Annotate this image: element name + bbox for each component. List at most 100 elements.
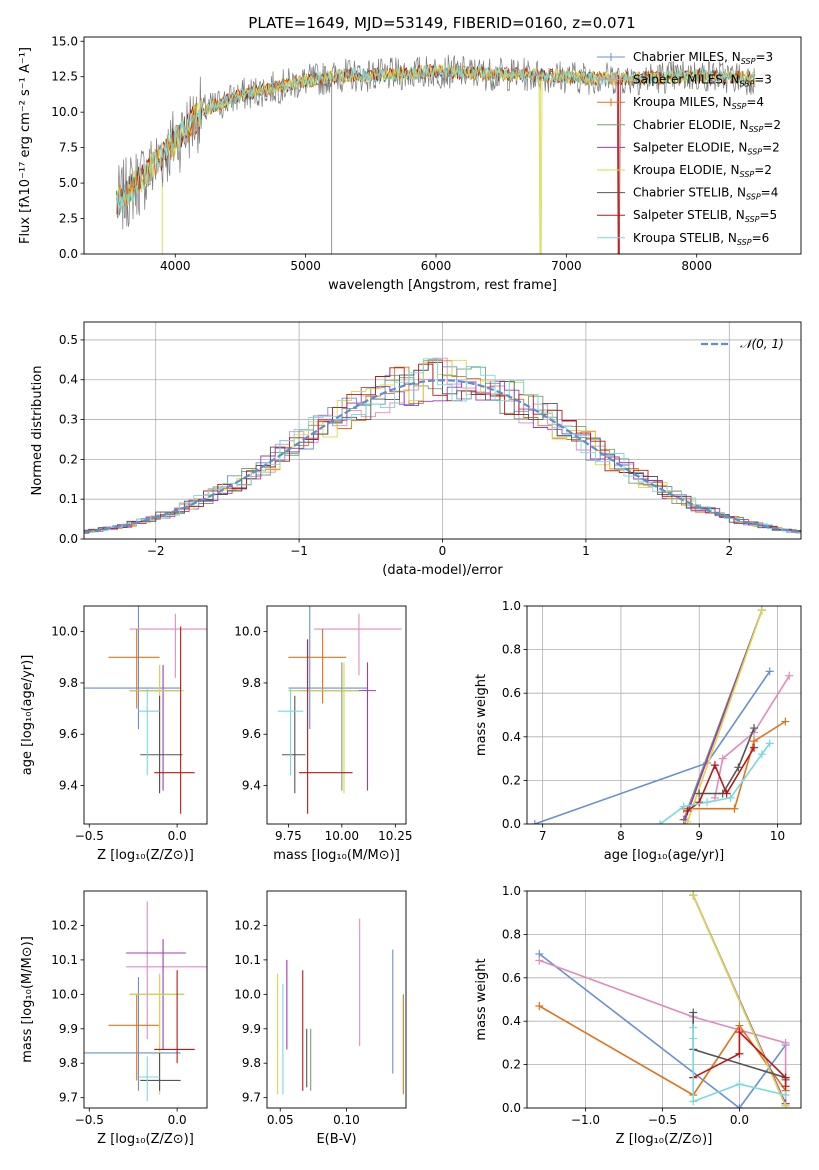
- panel-spectrum: 4000 5000 6000 7000 8000 0.0 2.5 5.0 7.5 10.0 12.5…: [18, 34, 802, 293]
- y-tick-label: 5.0: [59, 176, 78, 190]
- x-tick-label: 0.0: [168, 1113, 187, 1127]
- data-point: [734, 763, 743, 772]
- model-spectrum: [116, 64, 756, 215]
- y-tick-label: 2.5: [59, 212, 78, 226]
- x-tick-label: 4000: [160, 259, 191, 273]
- x-tick-label: 10: [770, 829, 785, 843]
- data-point: [703, 798, 712, 807]
- y-tick-label: 0.5: [59, 333, 78, 347]
- axes-frame: [83, 605, 208, 825]
- data-point: [722, 789, 731, 798]
- data-point: [683, 806, 692, 815]
- data-point: [718, 754, 727, 763]
- x-tick-label: 8000: [681, 259, 712, 273]
- legend-label-suffix: =2: [754, 163, 772, 177]
- x-tick-label: 0.0: [730, 1113, 749, 1127]
- x-axis-label: E(B-V): [316, 1132, 356, 1147]
- y-tick-label: 9.8: [242, 1056, 261, 1070]
- y-tick-label: 0.0: [59, 532, 78, 546]
- y-tick-label: 9.4: [59, 779, 78, 793]
- panel-age_vs_mass: 9.75 10.00 10.25 9.4 9.6 9.8 10.0 mass [log₁₀(M…: [234, 605, 412, 863]
- y-tick-label: 9.6: [59, 727, 78, 741]
- y-tick-label: 9.8: [242, 676, 261, 690]
- legend-label-sub: SSP: [740, 80, 755, 89]
- legend-label: Salpeter MILES, NSSP=3: [633, 73, 772, 89]
- y-tick-label: 0.2: [502, 773, 521, 787]
- x-tick-label: 0: [439, 544, 447, 558]
- y-tick-label: 10.1: [234, 953, 261, 967]
- y-tick-label: 10.0: [51, 987, 78, 1001]
- data-point: [689, 891, 698, 900]
- legend-label-sub: SSP: [732, 102, 747, 111]
- legend-label-main: Salpeter MILES, N: [633, 73, 740, 87]
- y-tick-label: 7.5: [59, 141, 78, 155]
- legend-label: Kroupa ELODIE, NSSP=2: [633, 163, 772, 179]
- legend-label-main: Kroupa STELIB, N: [633, 231, 737, 245]
- legend-label: Chabrier MILES, NSSP=3: [633, 50, 773, 66]
- plot-content: [84, 357, 801, 534]
- x-tick-label: −0.5: [75, 1113, 104, 1127]
- y-tick-label: 10.2: [51, 918, 78, 932]
- plot-content: [84, 606, 207, 814]
- y-tick-label: 1.0: [502, 884, 521, 898]
- data-point: [735, 1028, 744, 1037]
- y-tick-label: 15.0: [51, 34, 78, 48]
- data-point: [781, 717, 790, 726]
- axes-frame: [526, 605, 802, 825]
- legend-label-sub: SSP: [747, 147, 762, 156]
- model-spectrum: [116, 64, 756, 218]
- legend-label-main: Salpeter ELODIE, N: [633, 140, 747, 154]
- y-tick-label: 0.1: [59, 492, 78, 506]
- y-tick-label: 0.0: [502, 1101, 521, 1115]
- series-line: [686, 610, 763, 823]
- plot-area: [267, 891, 406, 1108]
- data-point: [785, 671, 794, 680]
- legend-label-suffix: =5: [759, 208, 777, 222]
- data-point: [689, 1097, 698, 1106]
- y-axis-label: Normed distribution: [30, 366, 45, 496]
- data-point: [750, 743, 759, 752]
- x-tick-label: 7: [539, 829, 547, 843]
- legend-label: Chabrier ELODIE, NSSP=2: [633, 118, 781, 134]
- series-line: [699, 727, 755, 795]
- legend-label: Chabrier STELIB, NSSP=4: [633, 186, 778, 202]
- x-tick-label: 2: [725, 544, 733, 558]
- y-tick-label: 9.9: [242, 1022, 261, 1036]
- x-tick-label: 10.25: [378, 829, 412, 843]
- plot-content: [277, 606, 402, 814]
- data-point: [735, 1104, 744, 1108]
- panel-mass_vs_Z: −0.5 0.0 9.7 9.8 9.9 10.0 10.1 10.2 Z [log₁₀(Z/Z…: [20, 890, 208, 1147]
- plot-area: [84, 606, 207, 824]
- plot-content: [116, 54, 756, 254]
- x-tick-label: −2: [147, 544, 165, 558]
- data-point: [710, 761, 719, 770]
- y-axis-label: mass weight: [474, 958, 489, 1040]
- data-point: [765, 667, 774, 676]
- legend-label-suffix: =4: [746, 95, 764, 109]
- data-point: [765, 739, 774, 748]
- data-point: [726, 793, 735, 802]
- y-tick-label: 12.5: [51, 70, 78, 84]
- x-tick-label: 9.75: [275, 829, 302, 843]
- y-axis-label: mass [log₁₀(M/M⊙)]: [20, 936, 35, 1063]
- legend-label-sub: SSP: [741, 57, 756, 66]
- legend-label-sub: SSP: [740, 170, 755, 179]
- data-point: [535, 956, 544, 965]
- y-tick-label: 9.8: [59, 676, 78, 690]
- panel-weight_vs_age: 7 8 9 10 0.0 0.2 0.4 0.6 0.8 1.0 age [log₁₀(age/yr…: [474, 599, 802, 863]
- legend-label: Salpeter STELIB, NSSP=5: [633, 208, 777, 224]
- x-tick-label: 10.00: [325, 829, 359, 843]
- data-point: [695, 798, 704, 807]
- y-tick-label: 0.3: [59, 413, 78, 427]
- x-tick-label: 7000: [551, 259, 582, 273]
- x-tick-label: −1.0: [571, 1113, 600, 1127]
- y-tick-label: 0.0: [502, 817, 521, 831]
- y-axis-label: mass weight: [474, 674, 489, 756]
- y-tick-label: 0.4: [59, 373, 78, 387]
- data-point: [689, 1023, 698, 1032]
- legend-label: 𝒩(0, 1): [740, 337, 784, 351]
- y-tick-label: 9.4: [242, 779, 261, 793]
- plot-area: [267, 606, 406, 824]
- panel-mass_vs_ebv: 0.05 0.10 9.7 9.8 9.9 10.0 10.1 10.2 E(B-V): [234, 890, 407, 1147]
- plot-area: [84, 891, 207, 1108]
